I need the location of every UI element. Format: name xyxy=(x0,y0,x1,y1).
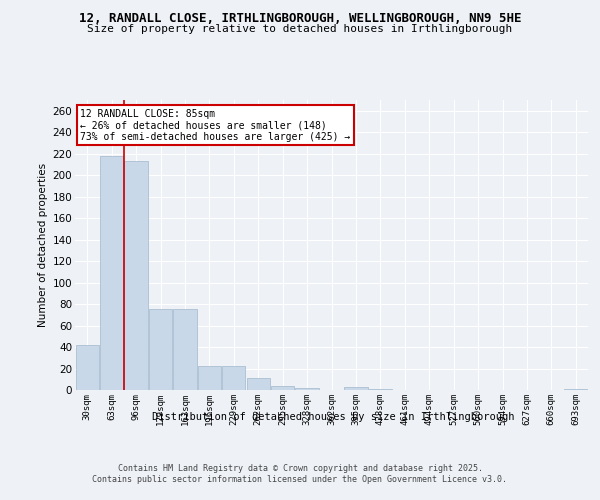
Bar xyxy=(149,310,172,390)
Text: 12 RANDALL CLOSE: 85sqm
← 26% of detached houses are smaller (148)
73% of semi-d: 12 RANDALL CLOSE: 85sqm ← 26% of detache… xyxy=(80,108,350,142)
Bar xyxy=(222,366,245,390)
Bar xyxy=(173,310,197,390)
Y-axis label: Number of detached properties: Number of detached properties xyxy=(38,163,49,327)
Bar xyxy=(198,366,221,390)
Bar xyxy=(124,161,148,390)
Bar xyxy=(100,156,123,390)
Bar xyxy=(564,389,587,390)
Bar xyxy=(76,345,99,390)
Text: Size of property relative to detached houses in Irthlingborough: Size of property relative to detached ho… xyxy=(88,24,512,34)
Text: 12, RANDALL CLOSE, IRTHLINGBOROUGH, WELLINGBOROUGH, NN9 5HE: 12, RANDALL CLOSE, IRTHLINGBOROUGH, WELL… xyxy=(79,12,521,26)
Text: Contains public sector information licensed under the Open Government Licence v3: Contains public sector information licen… xyxy=(92,475,508,484)
Text: Contains HM Land Registry data © Crown copyright and database right 2025.: Contains HM Land Registry data © Crown c… xyxy=(118,464,482,473)
Bar xyxy=(271,386,294,390)
Bar xyxy=(369,389,392,390)
Bar xyxy=(344,387,368,390)
Bar xyxy=(247,378,270,390)
Bar xyxy=(295,388,319,390)
Text: Distribution of detached houses by size in Irthlingborough: Distribution of detached houses by size … xyxy=(152,412,514,422)
